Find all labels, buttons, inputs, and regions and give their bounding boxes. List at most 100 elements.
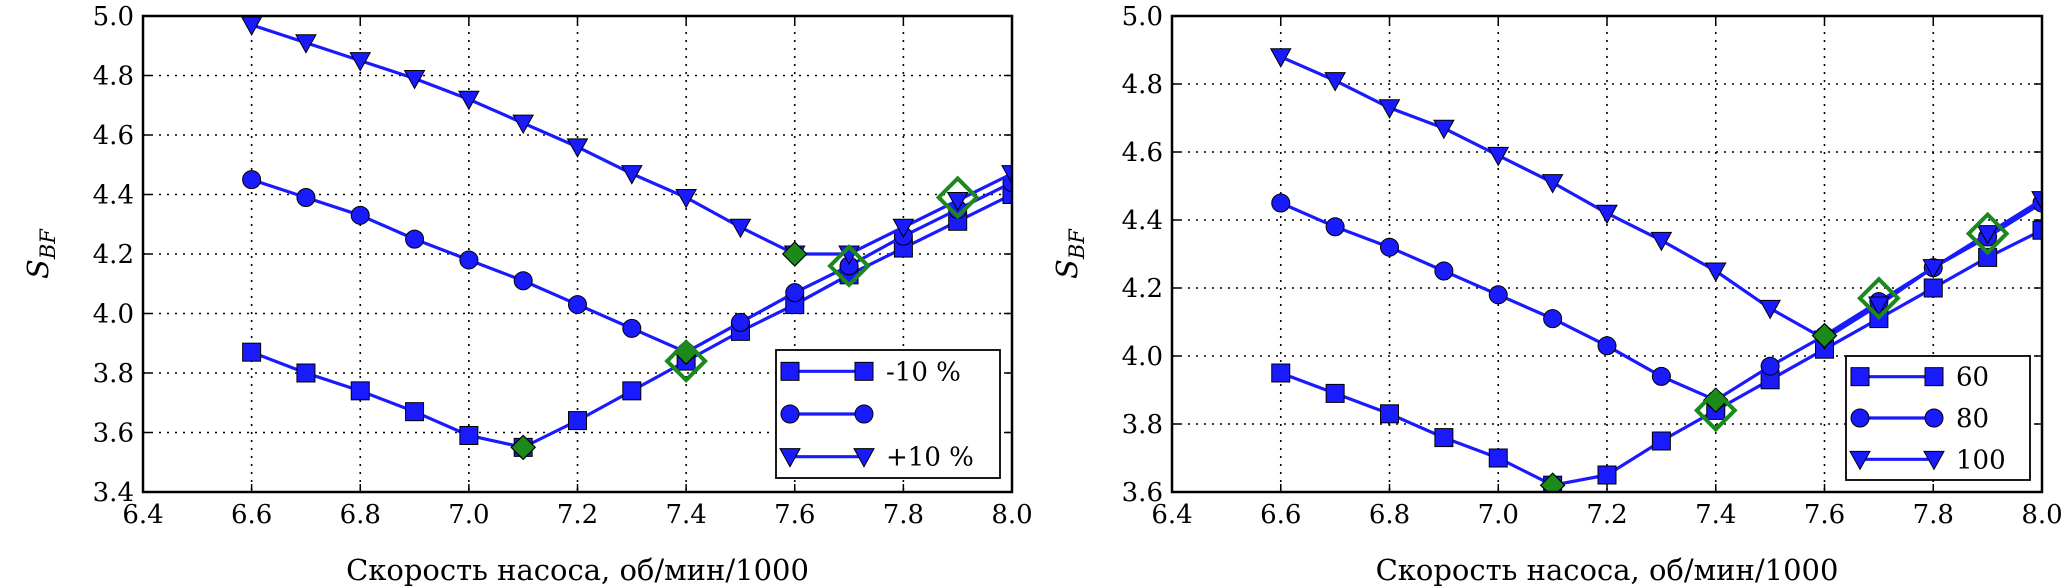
data-point	[1271, 363, 1291, 383]
data-point	[1002, 185, 1012, 204]
filled-diamond-marker	[1811, 322, 1838, 349]
filled-diamond-marker	[1702, 387, 1729, 414]
y-tick-label: 3.8	[93, 359, 134, 389]
data-point	[1650, 231, 1673, 252]
y-tick-label: 4.8	[1122, 70, 1163, 100]
y-tick-label: 4.0	[93, 300, 134, 330]
y-axis-label-main: S	[21, 259, 55, 279]
data-point	[1271, 193, 1291, 213]
x-axis-label: Скорость насоса, об/мин/1000	[346, 553, 809, 587]
legend-marker	[780, 404, 800, 424]
data-point	[785, 283, 805, 303]
data-point	[459, 425, 479, 445]
data-point	[458, 90, 480, 111]
x-axis-label: Скорость насоса, об/мин/1000	[1376, 553, 1839, 587]
filled-diamond-marker	[1539, 472, 1566, 492]
legend: -10 % +10 %	[775, 349, 1001, 479]
y-axis-label-main: S	[1050, 259, 1084, 279]
legend-label: -10 %	[886, 357, 961, 387]
legend-marker	[1923, 450, 1945, 471]
data-point	[566, 138, 589, 158]
x-tick-label: 7.6	[774, 500, 815, 530]
data-point	[568, 295, 587, 315]
y-tick-label: 3.8	[1122, 410, 1163, 440]
data-point	[892, 218, 915, 239]
plot-data	[240, 16, 1012, 461]
legend-label: 60	[1956, 363, 1989, 393]
open-diamond-marker	[827, 244, 871, 288]
chart-right: 6.4 6.6 6.8 7.0 7.2 7.4 7.6 7.8 8.0 3.6 3.8 4.0 4.2 4…	[1050, 2, 2063, 587]
data-point	[1380, 237, 1399, 257]
data-point	[1324, 72, 1346, 92]
x-tick-label: 7.4	[665, 500, 706, 530]
legend-marker	[1850, 367, 1870, 387]
data-point	[2031, 191, 2042, 211]
legend-marker	[1924, 367, 1944, 387]
data-point	[1541, 174, 1564, 194]
plot-frame	[1170, 14, 2044, 494]
data-point	[1001, 165, 1012, 185]
data-point	[349, 52, 372, 72]
y-axis-label-subscript: BF	[36, 228, 60, 260]
series-3	[1269, 48, 2042, 351]
legend-label: 100	[1956, 445, 2006, 475]
data-point	[1597, 336, 1617, 356]
x-tick-label: 7.0	[1478, 500, 1519, 530]
data-point	[296, 363, 316, 383]
legend-marker	[853, 448, 875, 468]
legend-marker	[780, 361, 800, 381]
data-point	[946, 191, 969, 212]
data-point	[1380, 404, 1399, 424]
legend-marker	[1924, 408, 1944, 428]
x-tick-label: 7.4	[1695, 500, 1736, 530]
x-tick-label: 7.2	[1586, 500, 1627, 530]
data-point	[1978, 247, 1998, 267]
data-point	[1487, 146, 1510, 167]
data-point	[1488, 448, 1508, 468]
data-point	[405, 402, 425, 422]
data-point	[1922, 259, 1945, 279]
y-tick-label: 4.2	[93, 240, 134, 270]
y-tick-label: 5.0	[1122, 2, 1163, 32]
data-point	[1596, 204, 1618, 225]
data-point	[568, 411, 587, 431]
y-tick-label: 4.0	[1122, 342, 1163, 372]
data-point	[350, 381, 370, 401]
data-point	[1434, 261, 1454, 281]
data-point	[730, 312, 750, 332]
legend-marker	[779, 448, 801, 468]
y-tick-label: 4.4	[1122, 206, 1163, 236]
open-diamond-marker	[664, 339, 708, 383]
data-point	[295, 34, 317, 54]
legend-marker	[1850, 408, 1870, 428]
filled-diamond-marker	[781, 241, 808, 267]
y-tick-label: 4.2	[1122, 274, 1163, 304]
x-tick-label: 6.8	[1369, 500, 1410, 530]
data-point	[513, 271, 533, 291]
data-point	[1597, 465, 1617, 485]
x-tick-label: 8.0	[991, 500, 1032, 530]
x-tick-label: 6.8	[340, 500, 381, 530]
plot-data	[1269, 48, 2042, 492]
data-point	[675, 188, 697, 209]
data-point	[405, 229, 425, 249]
x-tick-label: 8.0	[2021, 500, 2062, 530]
data-point	[1325, 383, 1345, 403]
data-point	[1433, 119, 1455, 140]
data-point	[1378, 99, 1401, 119]
data-point	[242, 342, 262, 362]
data-point	[1704, 262, 1727, 283]
x-tick-label: 6.4	[122, 500, 163, 530]
series-3	[240, 16, 1012, 266]
plot-frame	[141, 14, 1014, 494]
data-point	[403, 69, 426, 90]
ticks: 6.4 6.6 6.8 7.0 7.2 7.4 7.6 7.8 8.0 3.4 3.6 3.8 4.0 4…	[93, 2, 1033, 530]
legend-marker	[854, 361, 874, 381]
x-tick-label: 7.8	[1913, 500, 1954, 530]
optimum-markers	[1539, 211, 2010, 492]
data-point	[1760, 356, 1780, 376]
x-tick-label: 7.0	[448, 500, 489, 530]
y-tick-label: 5.0	[93, 2, 134, 32]
data-point	[1868, 296, 1890, 317]
